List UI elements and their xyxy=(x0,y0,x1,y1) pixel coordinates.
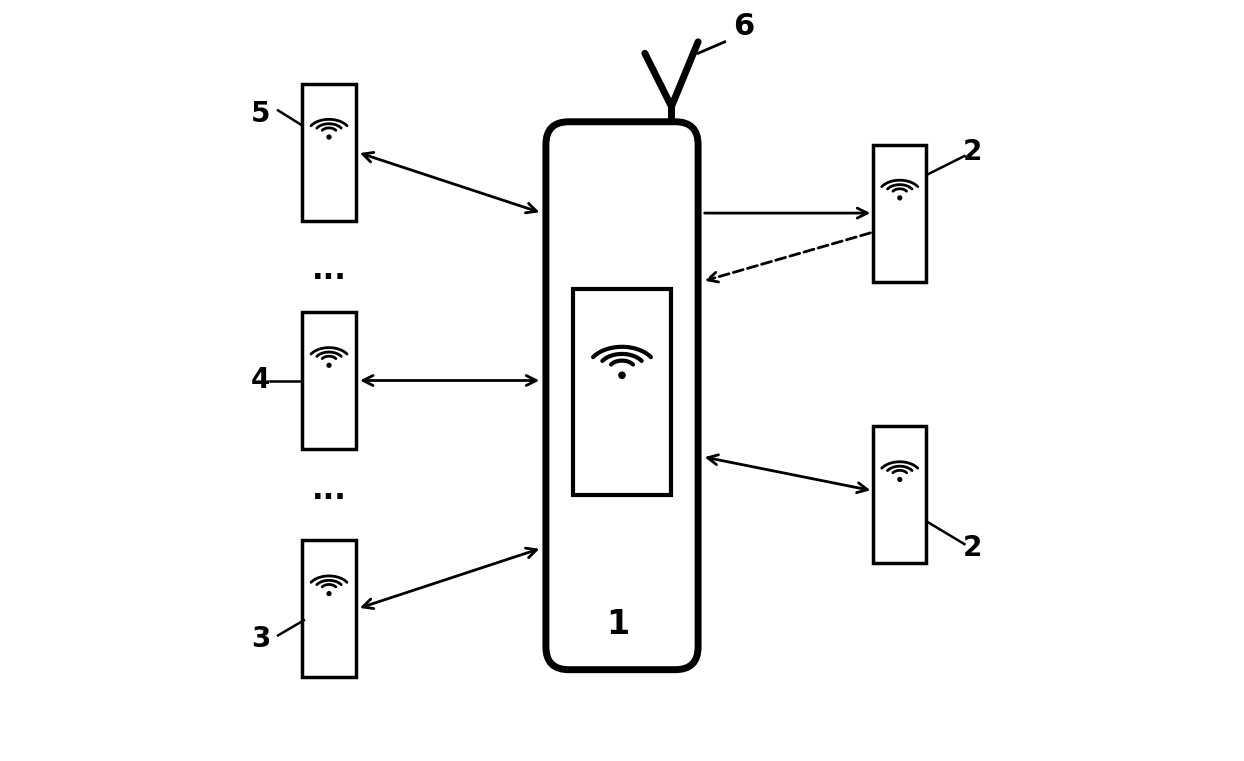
Text: 2: 2 xyxy=(963,534,982,562)
FancyBboxPatch shape xyxy=(546,122,698,670)
Circle shape xyxy=(327,592,331,596)
Bar xyxy=(572,289,672,495)
Bar xyxy=(302,540,356,677)
Text: 1: 1 xyxy=(607,607,629,641)
Circle shape xyxy=(327,364,331,368)
Bar xyxy=(873,426,927,563)
Text: 6: 6 xyxy=(733,12,754,41)
Circle shape xyxy=(327,135,331,139)
Text: 4: 4 xyxy=(251,367,270,394)
Text: 2: 2 xyxy=(963,139,982,166)
Bar xyxy=(302,84,356,221)
Circle shape xyxy=(898,478,902,482)
Text: ...: ... xyxy=(311,476,346,505)
Circle shape xyxy=(620,372,624,378)
Bar xyxy=(873,145,927,282)
Bar xyxy=(302,312,356,449)
Text: 3: 3 xyxy=(251,626,270,653)
Text: ...: ... xyxy=(311,256,346,285)
Circle shape xyxy=(898,196,902,200)
Text: 5: 5 xyxy=(251,100,270,128)
